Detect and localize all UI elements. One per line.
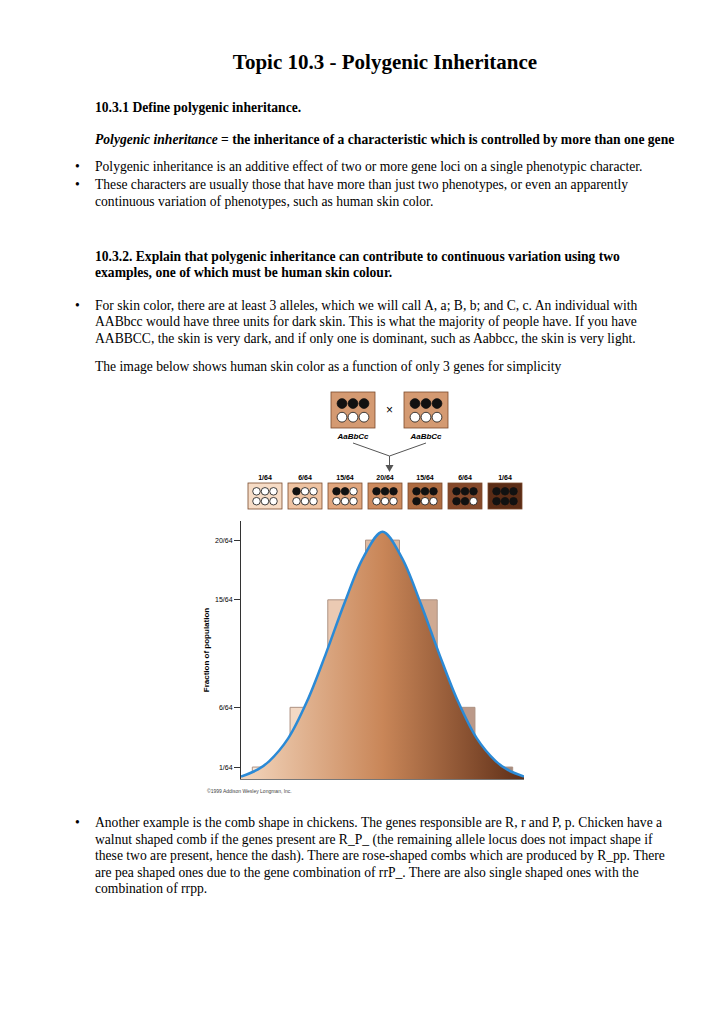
svg-text:AaBbCc: AaBbCc — [409, 432, 442, 441]
html-text:These characters are usually t: These characters are usually those that … — [95, 177, 628, 209]
svg-text:15/64: 15/64 — [215, 596, 233, 603]
svg-text:20/64: 20/64 — [376, 474, 394, 481]
html-text:©1999 Addison Wesley Longman,: ©1999 Addison Wesley Longman, Inc. — [207, 788, 292, 794]
html-text:10.3.1 Define polygenic inheri: 10.3.1 Define polygenic inheritance. — [95, 99, 302, 115]
svg-text:6/64: 6/64 — [219, 704, 233, 711]
svg-text:15/64: 15/64 — [416, 474, 434, 481]
svg-text:×: × — [386, 403, 393, 417]
svg-text:AaBbCc: AaBbCc — [336, 432, 369, 441]
svg-text:Fraction of population: Fraction of population — [202, 608, 211, 693]
svg-text:20/64: 20/64 — [215, 537, 233, 544]
svg-text:1/64: 1/64 — [219, 763, 233, 770]
svg-text:6/64: 6/64 — [298, 474, 312, 481]
html-text:Another example is the comb sh: Another example is the comb shape in chi… — [95, 815, 665, 897]
html-text:Polygenic inheritance is an ad: Polygenic inheritance is an additive eff… — [95, 158, 643, 174]
html-text:10.3.2. Explain that polygenic: 10.3.2. Explain that polygenic inheritan… — [95, 248, 620, 281]
html-text:Polygenic inheritance = the in: Polygenic inheritance = the inheritance … — [95, 132, 675, 148]
html-text:Topic 10.3 - Polygenic Inherit: Topic 10.3 - Polygenic Inheritance — [232, 50, 538, 74]
svg-text:1/64: 1/64 — [258, 474, 272, 481]
html-text:For skin color, there are at l: For skin color, there are at least 3 all… — [95, 297, 638, 346]
html-text:The image below shows human sk: The image below shows human skin color a… — [95, 359, 562, 375]
svg-text:15/64: 15/64 — [336, 474, 354, 481]
svg-text:6/64: 6/64 — [458, 474, 472, 481]
svg-text:1/64: 1/64 — [498, 474, 512, 481]
